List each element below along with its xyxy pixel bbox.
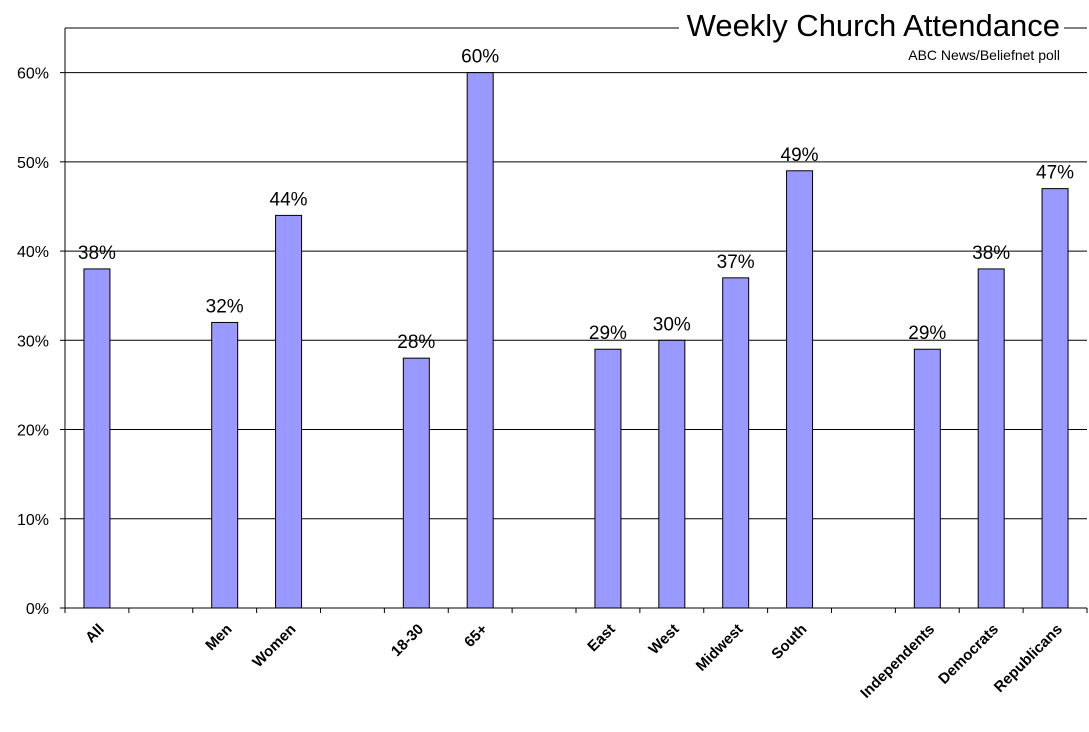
y-tick-label: 60% — [17, 66, 49, 83]
x-tick-label: Men — [202, 621, 235, 654]
bar — [466, 72, 494, 609]
x-tick-label: 65+ — [461, 621, 491, 651]
bar — [722, 277, 750, 609]
bar — [275, 214, 303, 609]
y-tick-label: 30% — [17, 333, 49, 350]
y-axis-tick-labels: 0% 10% 20% 30% 40% 50% 60% — [17, 66, 49, 618]
bar — [786, 170, 814, 609]
bar — [211, 321, 239, 609]
data-label: 28% — [397, 332, 435, 353]
x-tick-label: East — [584, 621, 618, 655]
x-axis-tick-labels: All Men Women 18-30 65+ East West Midwest South I… — [82, 621, 1066, 702]
bar — [83, 268, 111, 609]
data-label: 60% — [461, 47, 499, 68]
data-label: 38% — [972, 243, 1010, 264]
bar-series — [83, 72, 1069, 609]
bar — [1041, 188, 1069, 609]
data-label: 37% — [717, 252, 755, 273]
data-label: 30% — [653, 314, 691, 335]
x-tick-label: West — [645, 621, 682, 658]
y-tick-label: 40% — [17, 244, 49, 261]
x-tick-label: Republicans — [991, 621, 1066, 696]
data-label: 38% — [78, 243, 116, 264]
bar — [977, 268, 1005, 609]
x-tick-label: Democrats — [935, 621, 1002, 688]
bar — [913, 348, 941, 609]
bar — [658, 339, 686, 609]
x-tick-label: Midwest — [693, 621, 747, 675]
data-label: 47% — [1036, 163, 1074, 184]
axes — [60, 28, 1088, 613]
y-tick-label: 10% — [17, 512, 49, 529]
data-label: 29% — [908, 323, 946, 344]
y-tick-label: 20% — [17, 423, 49, 440]
x-tick-label: All — [82, 621, 108, 647]
chart-title-block: Weekly Church Attendance ABC News/Belief… — [678, 8, 1064, 68]
bar — [594, 348, 622, 609]
x-tick-label: 18-30 — [388, 621, 427, 660]
x-tick-label: Women — [249, 621, 299, 671]
chart-subtitle: ABC News/Beliefnet poll — [908, 47, 1060, 63]
x-tick-label: South — [768, 621, 810, 663]
data-label: 29% — [589, 323, 627, 344]
data-label: 49% — [781, 145, 819, 166]
y-tick-label: 0% — [26, 601, 49, 618]
data-label: 32% — [206, 296, 244, 317]
bar — [402, 357, 430, 609]
chart-title: Weekly Church Attendance — [686, 8, 1060, 43]
data-label: 44% — [270, 189, 308, 210]
data-labels: 38% 32% 44% 28% 60% 29% 30% 37% 49% 29% 38% 47% — [78, 47, 1074, 354]
y-tick-label: 50% — [17, 155, 49, 172]
x-tick-label: Independents — [857, 621, 938, 702]
